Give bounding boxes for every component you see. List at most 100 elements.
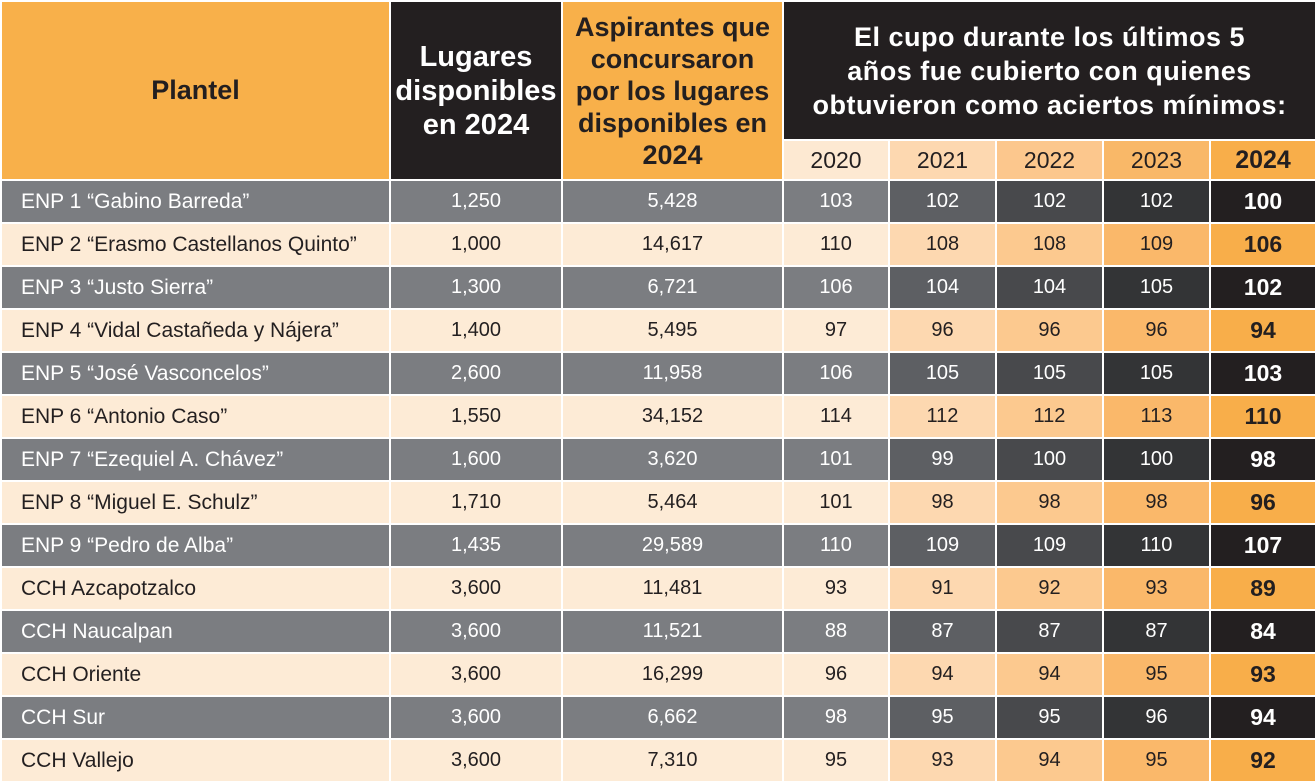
aspirantes-header-line: 2024 xyxy=(642,139,703,170)
year-2022-cell: 94 xyxy=(995,652,1104,697)
lugares-header: Lugares disponibles en 2024 xyxy=(389,0,563,181)
plantel-cell: ENP 8 “Miguel E. Schulz” xyxy=(0,480,391,525)
year-2024-cell: 107 xyxy=(1208,523,1315,568)
year-2021-cell: 96 xyxy=(888,308,997,353)
aspirantes-cell: 6,662 xyxy=(561,695,784,740)
plantel-cell: CCH Oriente xyxy=(0,652,391,697)
aspirantes-cell: 7,310 xyxy=(561,738,784,783)
year-2020-cell: 101 xyxy=(782,480,890,525)
year-2023-cell: 105 xyxy=(1102,265,1211,310)
year-2021-cell: 99 xyxy=(888,437,997,482)
year-2022-cell: 92 xyxy=(995,566,1104,611)
table-row: ENP 5 “José Vasconcelos” 2,600 11,958 106 10… xyxy=(0,351,1315,396)
table-row: ENP 7 “Ezequiel A. Chávez” 1,600 3,620 101 9… xyxy=(0,437,1315,482)
plantel-cell: ENP 6 “Antonio Caso” xyxy=(0,394,391,439)
plantel-cell: CCH Vallejo xyxy=(0,738,391,783)
lugares-cell: 3,600 xyxy=(389,652,563,697)
plantel-cell: ENP 4 “Vidal Castañeda y Nájera” xyxy=(0,308,391,353)
year-2023-cell: 113 xyxy=(1102,394,1211,439)
year-2022-cell: 112 xyxy=(995,394,1104,439)
table-row: ENP 6 “Antonio Caso” 1,550 34,152 114 112 112… xyxy=(0,394,1315,439)
year-2020-cell: 88 xyxy=(782,609,890,654)
table-row: CCH Oriente 3,600 16,299 96 94 94 95 93 xyxy=(0,652,1315,697)
year-2021-cell: 93 xyxy=(888,738,997,783)
year-2023-cell: 96 xyxy=(1102,308,1211,353)
aspirantes-cell: 11,958 xyxy=(561,351,784,396)
cupo-header-line: obtuvieron como aciertos mínimos: xyxy=(812,89,1287,120)
cupo-header-line: El cupo durante los últimos 5 xyxy=(854,21,1246,52)
year-2023-cell: 100 xyxy=(1102,437,1211,482)
aspirantes-cell: 11,481 xyxy=(561,566,784,611)
year-2021-cell: 102 xyxy=(888,179,997,224)
year-header-2024: 2024 xyxy=(1208,139,1315,181)
aspirantes-header-line: disponibles en xyxy=(577,107,768,138)
year-2020-cell: 98 xyxy=(782,695,890,740)
year-2022-cell: 87 xyxy=(995,609,1104,654)
aspirantes-cell: 5,464 xyxy=(561,480,784,525)
lugares-cell: 1,710 xyxy=(389,480,563,525)
year-2024-cell: 110 xyxy=(1208,394,1315,439)
aspirantes-cell: 3,620 xyxy=(561,437,784,482)
year-2022-cell: 100 xyxy=(995,437,1104,482)
aspirantes-cell: 6,721 xyxy=(561,265,784,310)
lugares-cell: 3,600 xyxy=(389,695,563,740)
table-row: ENP 1 “Gabino Barreda” 1,250 5,428 103 102 10… xyxy=(0,179,1315,224)
year-2022-cell: 98 xyxy=(995,480,1104,525)
year-2022-cell: 94 xyxy=(995,738,1104,783)
table-row: CCH Naucalpan 3,600 11,521 88 87 87 87 84 xyxy=(0,609,1315,654)
year-2021-cell: 105 xyxy=(888,351,997,396)
year-2024-cell: 103 xyxy=(1208,351,1315,396)
plantel-cell: ENP 7 “Ezequiel A. Chávez” xyxy=(0,437,391,482)
table-row: ENP 3 “Justo Sierra” 1,300 6,721 106 104 104 1… xyxy=(0,265,1315,310)
year-2022-cell: 105 xyxy=(995,351,1104,396)
year-2021-cell: 98 xyxy=(888,480,997,525)
year-2024-cell: 96 xyxy=(1208,480,1315,525)
table-row: CCH Vallejo 3,600 7,310 95 93 94 95 92 xyxy=(0,738,1315,783)
table-row: ENP 8 “Miguel E. Schulz” 1,710 5,464 101 98 9… xyxy=(0,480,1315,525)
year-2021-cell: 94 xyxy=(888,652,997,697)
plantel-cell: ENP 5 “José Vasconcelos” xyxy=(0,351,391,396)
table-row: CCH Azcapotzalco 3,600 11,481 93 91 92 93 89 xyxy=(0,566,1315,611)
year-2020-cell: 93 xyxy=(782,566,890,611)
aspirantes-cell: 5,495 xyxy=(561,308,784,353)
lugares-cell: 1,600 xyxy=(389,437,563,482)
year-2024-cell: 93 xyxy=(1208,652,1315,697)
plantel-cell: CCH Azcapotzalco xyxy=(0,566,391,611)
lugares-cell: 3,600 xyxy=(389,738,563,783)
aspirantes-cell: 11,521 xyxy=(561,609,784,654)
cupo-header-line: años fue cubierto con quienes xyxy=(847,55,1252,86)
lugares-cell: 1,300 xyxy=(389,265,563,310)
year-2021-cell: 91 xyxy=(888,566,997,611)
lugares-cell: 2,600 xyxy=(389,351,563,396)
year-2021-cell: 112 xyxy=(888,394,997,439)
lugares-cell: 3,600 xyxy=(389,566,563,611)
table-row: ENP 4 “Vidal Castañeda y Nájera” 1,400 5,4… xyxy=(0,308,1315,353)
year-2024-cell: 100 xyxy=(1208,179,1315,224)
table-row: ENP 2 “Erasmo Castellanos Quinto” 1,000 14… xyxy=(0,222,1315,267)
year-2021-cell: 109 xyxy=(888,523,997,568)
year-2023-cell: 96 xyxy=(1102,695,1211,740)
table-body: ENP 1 “Gabino Barreda” 1,250 5,428 103 102 10… xyxy=(0,179,1315,783)
year-2023-cell: 102 xyxy=(1102,179,1211,224)
year-2020-cell: 110 xyxy=(782,222,890,267)
year-2020-cell: 96 xyxy=(782,652,890,697)
lugares-cell: 3,600 xyxy=(389,609,563,654)
year-2024-cell: 94 xyxy=(1208,695,1315,740)
year-2021-cell: 104 xyxy=(888,265,997,310)
year-2024-cell: 106 xyxy=(1208,222,1315,267)
year-2023-cell: 98 xyxy=(1102,480,1211,525)
aspirantes-cell: 29,589 xyxy=(561,523,784,568)
lugares-cell: 1,250 xyxy=(389,179,563,224)
year-2020-cell: 103 xyxy=(782,179,890,224)
year-2023-cell: 110 xyxy=(1102,523,1211,568)
year-2021-cell: 95 xyxy=(888,695,997,740)
plantel-cell: ENP 9 “Pedro de Alba” xyxy=(0,523,391,568)
year-2020-cell: 97 xyxy=(782,308,890,353)
year-header-2022: 2022 xyxy=(995,139,1104,181)
lugares-cell: 1,550 xyxy=(389,394,563,439)
aspirantes-cell: 16,299 xyxy=(561,652,784,697)
year-2023-cell: 95 xyxy=(1102,738,1211,783)
year-2023-cell: 109 xyxy=(1102,222,1211,267)
aspirantes-header-line: concursaron xyxy=(590,43,755,74)
plantel-cell: ENP 2 “Erasmo Castellanos Quinto” xyxy=(0,222,391,267)
